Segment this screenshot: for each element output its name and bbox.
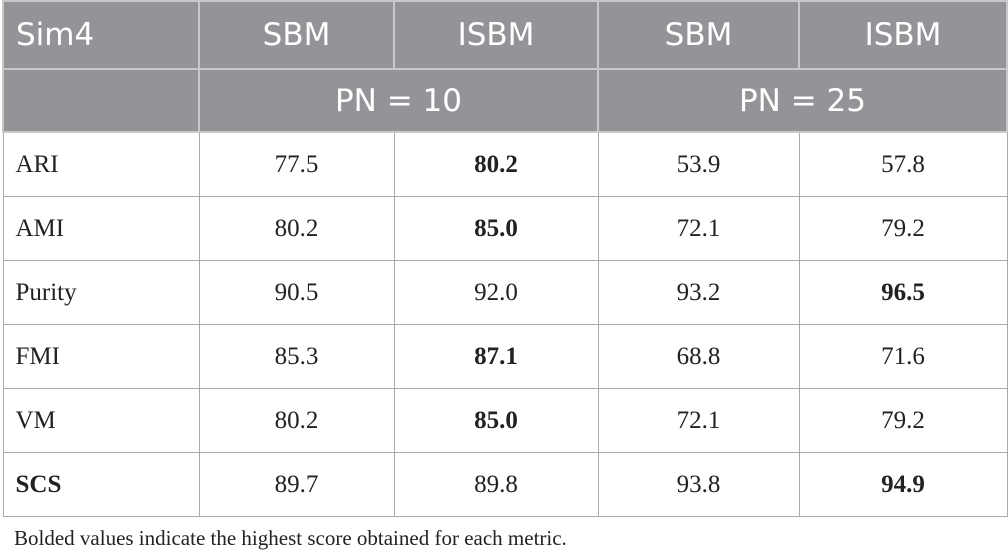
cell: 90.5 [198,260,395,325]
cell: 87.1 [393,324,599,389]
cell: 93.2 [597,260,800,325]
cell: 79.2 [798,196,1008,261]
row-label: FMI [2,324,200,389]
table-row: FMI 85.3 87.1 68.8 71.6 [2,324,1008,389]
table-row: VM 80.2 85.0 72.1 79.2 [2,388,1008,453]
cell: 96.5 [798,260,1008,325]
table-body: ARI 77.5 80.2 53.9 57.8 AMI 80.2 85.0 72.1 79.2 Pu… [2,131,1008,517]
cell: 71.6 [798,324,1008,389]
table-row: AMI 80.2 85.0 72.1 79.2 [2,196,1008,261]
cell: 92.0 [393,260,599,325]
cell: 94.9 [798,452,1008,517]
table-row: SCS 89.7 89.8 93.8 94.9 [2,452,1008,517]
column-header: SBM [198,0,395,70]
cell: 93.8 [597,452,800,517]
group-header: PN = 25 [597,68,1008,133]
cell: 85.0 [393,388,599,453]
cell: 77.5 [198,131,395,197]
cell: 85.3 [198,324,395,389]
cell: 80.2 [198,388,395,453]
row-label: ARI [2,131,200,197]
row-label: VM [2,388,200,453]
cell: 57.8 [798,131,1008,197]
cell: 89.8 [393,452,599,517]
cell: 68.8 [597,324,800,389]
table-row: Purity 90.5 92.0 93.2 96.5 [2,260,1008,325]
cell: 79.2 [798,388,1008,453]
header-row: Sim4 SBM ISBM SBM ISBM [2,0,1008,70]
column-header: ISBM [798,0,1008,70]
blank-header [2,68,200,133]
cell: 72.1 [597,388,800,453]
cell: 80.2 [393,131,599,197]
column-header: Sim4 [2,0,200,70]
cell: 85.0 [393,196,599,261]
cell: 53.9 [597,131,800,197]
row-label: Purity [2,260,200,325]
group-row: PN = 10 PN = 25 [2,68,1008,133]
footnote: Bolded values indicate the highest score… [14,526,567,550]
table-row: ARI 77.5 80.2 53.9 57.8 [2,131,1008,197]
column-header: SBM [597,0,800,70]
cell: 89.7 [198,452,395,517]
column-header: ISBM [393,0,599,70]
row-label: SCS [2,452,200,517]
cell: 72.1 [597,196,800,261]
row-label: AMI [2,196,200,261]
results-table: Sim4 SBM ISBM SBM ISBM PN = 10 PN = 25 ARI 77.… [2,0,1008,517]
group-header: PN = 10 [198,68,599,133]
cell: 80.2 [198,196,395,261]
